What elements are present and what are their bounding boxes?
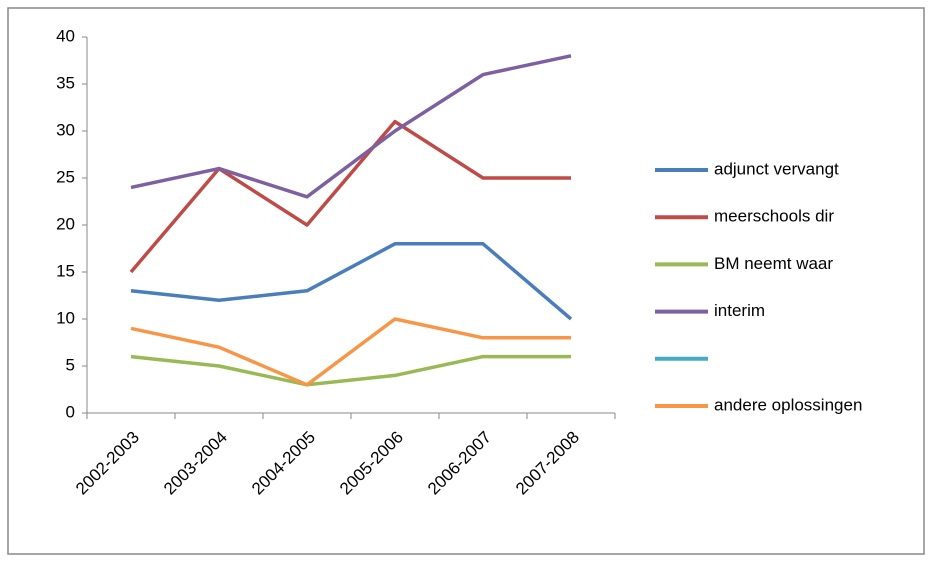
legend-label: interim — [714, 301, 765, 320]
y-tick-label: 35 — [56, 73, 75, 92]
y-tick-label: 40 — [56, 26, 75, 45]
chart-frame — [7, 7, 925, 555]
y-tick-label: 10 — [56, 308, 75, 327]
y-tick-label: 0 — [66, 402, 75, 421]
y-tick-label: 30 — [56, 120, 75, 139]
series-line — [130, 354, 571, 387]
legend-label: BM neemt waar — [714, 254, 833, 273]
legend-label: adjunct vervangt — [714, 159, 839, 178]
y-tick-label: 25 — [56, 167, 75, 186]
y-tick-label: 15 — [56, 261, 75, 280]
legend-label: meerschools dir — [714, 207, 834, 226]
series-line — [130, 317, 571, 387]
series-line — [129, 119, 571, 274]
y-tick-label: 5 — [66, 355, 75, 374]
y-tick-label: 20 — [56, 214, 75, 233]
legend-label: andere oplossingen — [714, 395, 862, 414]
series-line — [130, 54, 572, 199]
series-line — [130, 242, 573, 321]
